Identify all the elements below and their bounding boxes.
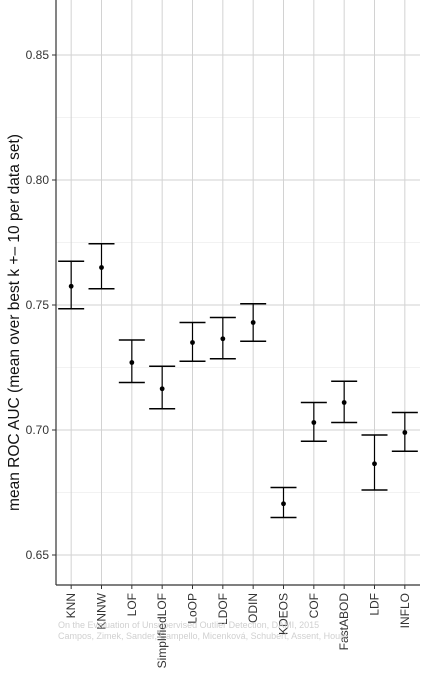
y-tick-label: 0.75 — [26, 298, 50, 312]
y-axis-label: mean ROC AUC (mean over best k +– 10 per… — [6, 134, 23, 511]
mean-point — [159, 386, 165, 392]
mean-point — [402, 430, 408, 435]
mean-point — [220, 336, 226, 342]
mean-point — [190, 340, 195, 345]
mean-point — [311, 420, 317, 425]
mean-point — [372, 461, 377, 467]
y-tick-label: 0.65 — [26, 548, 50, 562]
x-tick-label: KDEOS — [277, 593, 291, 635]
plot-background — [56, 0, 420, 585]
x-tick-label: LDOF — [216, 593, 230, 625]
y-tick-label: 0.85 — [26, 48, 50, 62]
x-tick-label: INFLO — [398, 593, 412, 628]
mean-point — [281, 501, 286, 507]
x-tick-label: KNN — [64, 593, 78, 618]
x-tick-label: LoOP — [186, 593, 200, 624]
mean-point — [129, 360, 135, 365]
x-tick-label: LOF — [125, 593, 139, 616]
x-tick-label: ODIN — [246, 593, 260, 623]
x-tick-label: FastABOD — [337, 593, 351, 651]
mean-point — [99, 265, 104, 270]
mean-point — [250, 320, 256, 325]
mean-point — [68, 283, 74, 289]
y-tick-label: 0.70 — [26, 423, 50, 437]
x-tick-label: LDF — [368, 593, 382, 616]
x-tick-label: COF — [307, 593, 321, 618]
x-tick-label: SimplifiedLOF — [155, 593, 169, 668]
mean-point — [341, 400, 347, 405]
y-tick-label: 0.80 — [26, 173, 50, 187]
x-tick-label: KNNW — [95, 592, 109, 629]
